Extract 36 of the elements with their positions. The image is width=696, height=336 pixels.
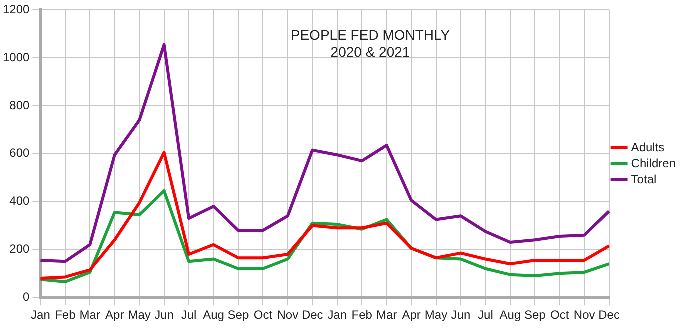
x-tick-label: Sep: [228, 308, 250, 322]
legend-label: Children: [631, 156, 676, 170]
x-tick-label: May: [424, 308, 448, 322]
y-tick-label: 800: [10, 98, 30, 112]
x-tick-label: Aug: [203, 308, 224, 322]
y-tick-label: 1000: [2, 50, 30, 64]
x-tick-label: Mar: [376, 308, 398, 322]
x-tick-label: Nov: [277, 308, 299, 322]
x-tick-label: Apr: [402, 308, 421, 322]
legend-label: Adults: [631, 140, 665, 154]
legend-label: Total: [631, 172, 657, 186]
x-tick-label: Apr: [106, 308, 124, 322]
x-tick-label: Dec: [598, 308, 620, 322]
x-tick-label: Sep: [524, 308, 546, 322]
text: PEOPLE FED MONTHLY: [290, 27, 451, 44]
x-tick-label: Jun: [451, 308, 471, 322]
x-tick-label: Oct: [254, 308, 274, 322]
x-tick-label: Feb: [352, 308, 373, 322]
x-tick-label: Oct: [550, 308, 570, 322]
x-tick-label: Jul: [478, 308, 494, 322]
x-tick-label: Jul: [181, 308, 197, 322]
text: 2020 & 2021: [330, 44, 410, 60]
y-tick-label: 0: [23, 290, 30, 304]
x-tick-label: Jan: [31, 308, 50, 322]
y-tick-label: 1200: [2, 2, 30, 17]
y-tick-label: 200: [10, 242, 30, 256]
x-tick-label: Jan: [328, 308, 348, 322]
x-tick-label: Mar: [80, 308, 100, 322]
x-tick-label: Feb: [55, 308, 76, 322]
y-tick-label: 600: [10, 146, 30, 160]
x-tick-label: Aug: [500, 308, 522, 322]
x-tick-label: Dec: [302, 308, 324, 322]
y-tick-label: 400: [10, 194, 30, 208]
x-tick-label: Jun: [154, 308, 174, 322]
x-tick-label: May: [128, 308, 151, 322]
x-tick-label: Nov: [574, 308, 596, 322]
